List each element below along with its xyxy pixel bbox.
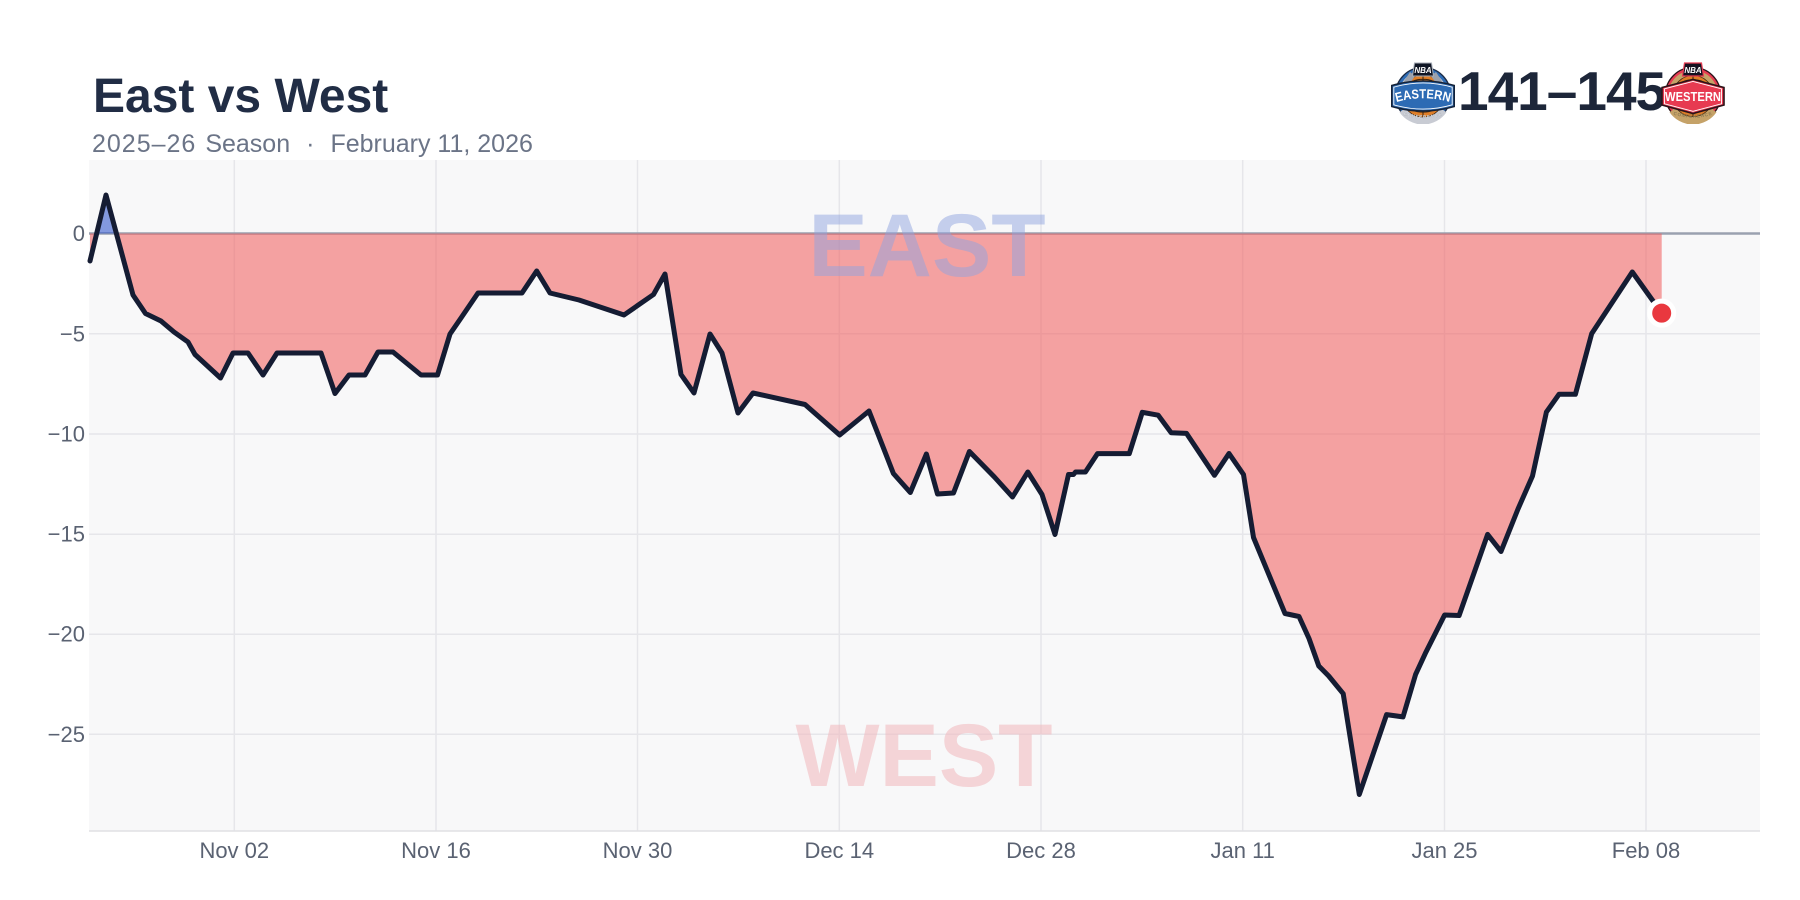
svg-text:WEST: WEST [795, 705, 1052, 805]
svg-text:CONFERENCE: CONFERENCE [1673, 111, 1713, 119]
svg-text:−5: −5 [60, 321, 85, 346]
svg-text:NBA: NBA [1684, 66, 1702, 75]
svg-text:−20: −20 [48, 622, 85, 647]
svg-text:Dec 14: Dec 14 [804, 838, 874, 863]
svg-text:Feb 08: Feb 08 [1612, 838, 1681, 863]
svg-text:Nov 02: Nov 02 [199, 838, 269, 863]
svg-text:CONFERENCE: CONFERENCE [1403, 111, 1443, 119]
svg-text:Dec 28: Dec 28 [1006, 838, 1076, 863]
svg-text:EASTERN: EASTERN [1393, 86, 1452, 105]
svg-text:Nov 16: Nov 16 [401, 838, 471, 863]
svg-text:−25: −25 [48, 722, 85, 747]
svg-text:0: 0 [73, 221, 85, 246]
svg-text:Nov 30: Nov 30 [603, 838, 673, 863]
svg-text:Jan 25: Jan 25 [1411, 838, 1477, 863]
svg-text:−15: −15 [48, 522, 85, 547]
svg-text:−10: −10 [48, 422, 85, 447]
svg-text:EAST: EAST [808, 195, 1045, 295]
svg-text:Jan 11: Jan 11 [1210, 838, 1274, 863]
svg-text:NBA: NBA [1414, 66, 1432, 75]
svg-text:WESTERN: WESTERN [1665, 89, 1721, 104]
